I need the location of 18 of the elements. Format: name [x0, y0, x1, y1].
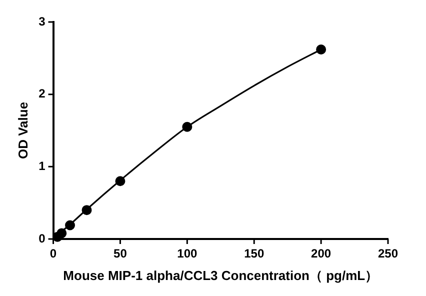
y-axis-title: OD Value: [15, 102, 30, 160]
point: [115, 176, 126, 186]
x-axis-title: Mouse MIP-1 alpha/CCL3 Concentration（ pg/mL）: [63, 268, 378, 283]
x-tick-label: 100: [177, 246, 198, 261]
point: [182, 122, 192, 132]
y-tick-label: 1: [38, 158, 46, 173]
x-tick-label: 50: [114, 246, 128, 261]
point: [65, 220, 76, 230]
y-tick-label: 2: [38, 86, 46, 101]
x-tick-label: 0: [50, 246, 57, 261]
x-tick-label: 200: [311, 246, 332, 261]
point: [82, 205, 92, 216]
y-tick-label: 0: [38, 231, 46, 246]
x-tick-label: 250: [378, 246, 398, 261]
point: [316, 44, 326, 54]
point: [56, 228, 67, 238]
x-tick-label: 150: [244, 246, 264, 261]
y-tick-label: 3: [38, 14, 46, 28]
